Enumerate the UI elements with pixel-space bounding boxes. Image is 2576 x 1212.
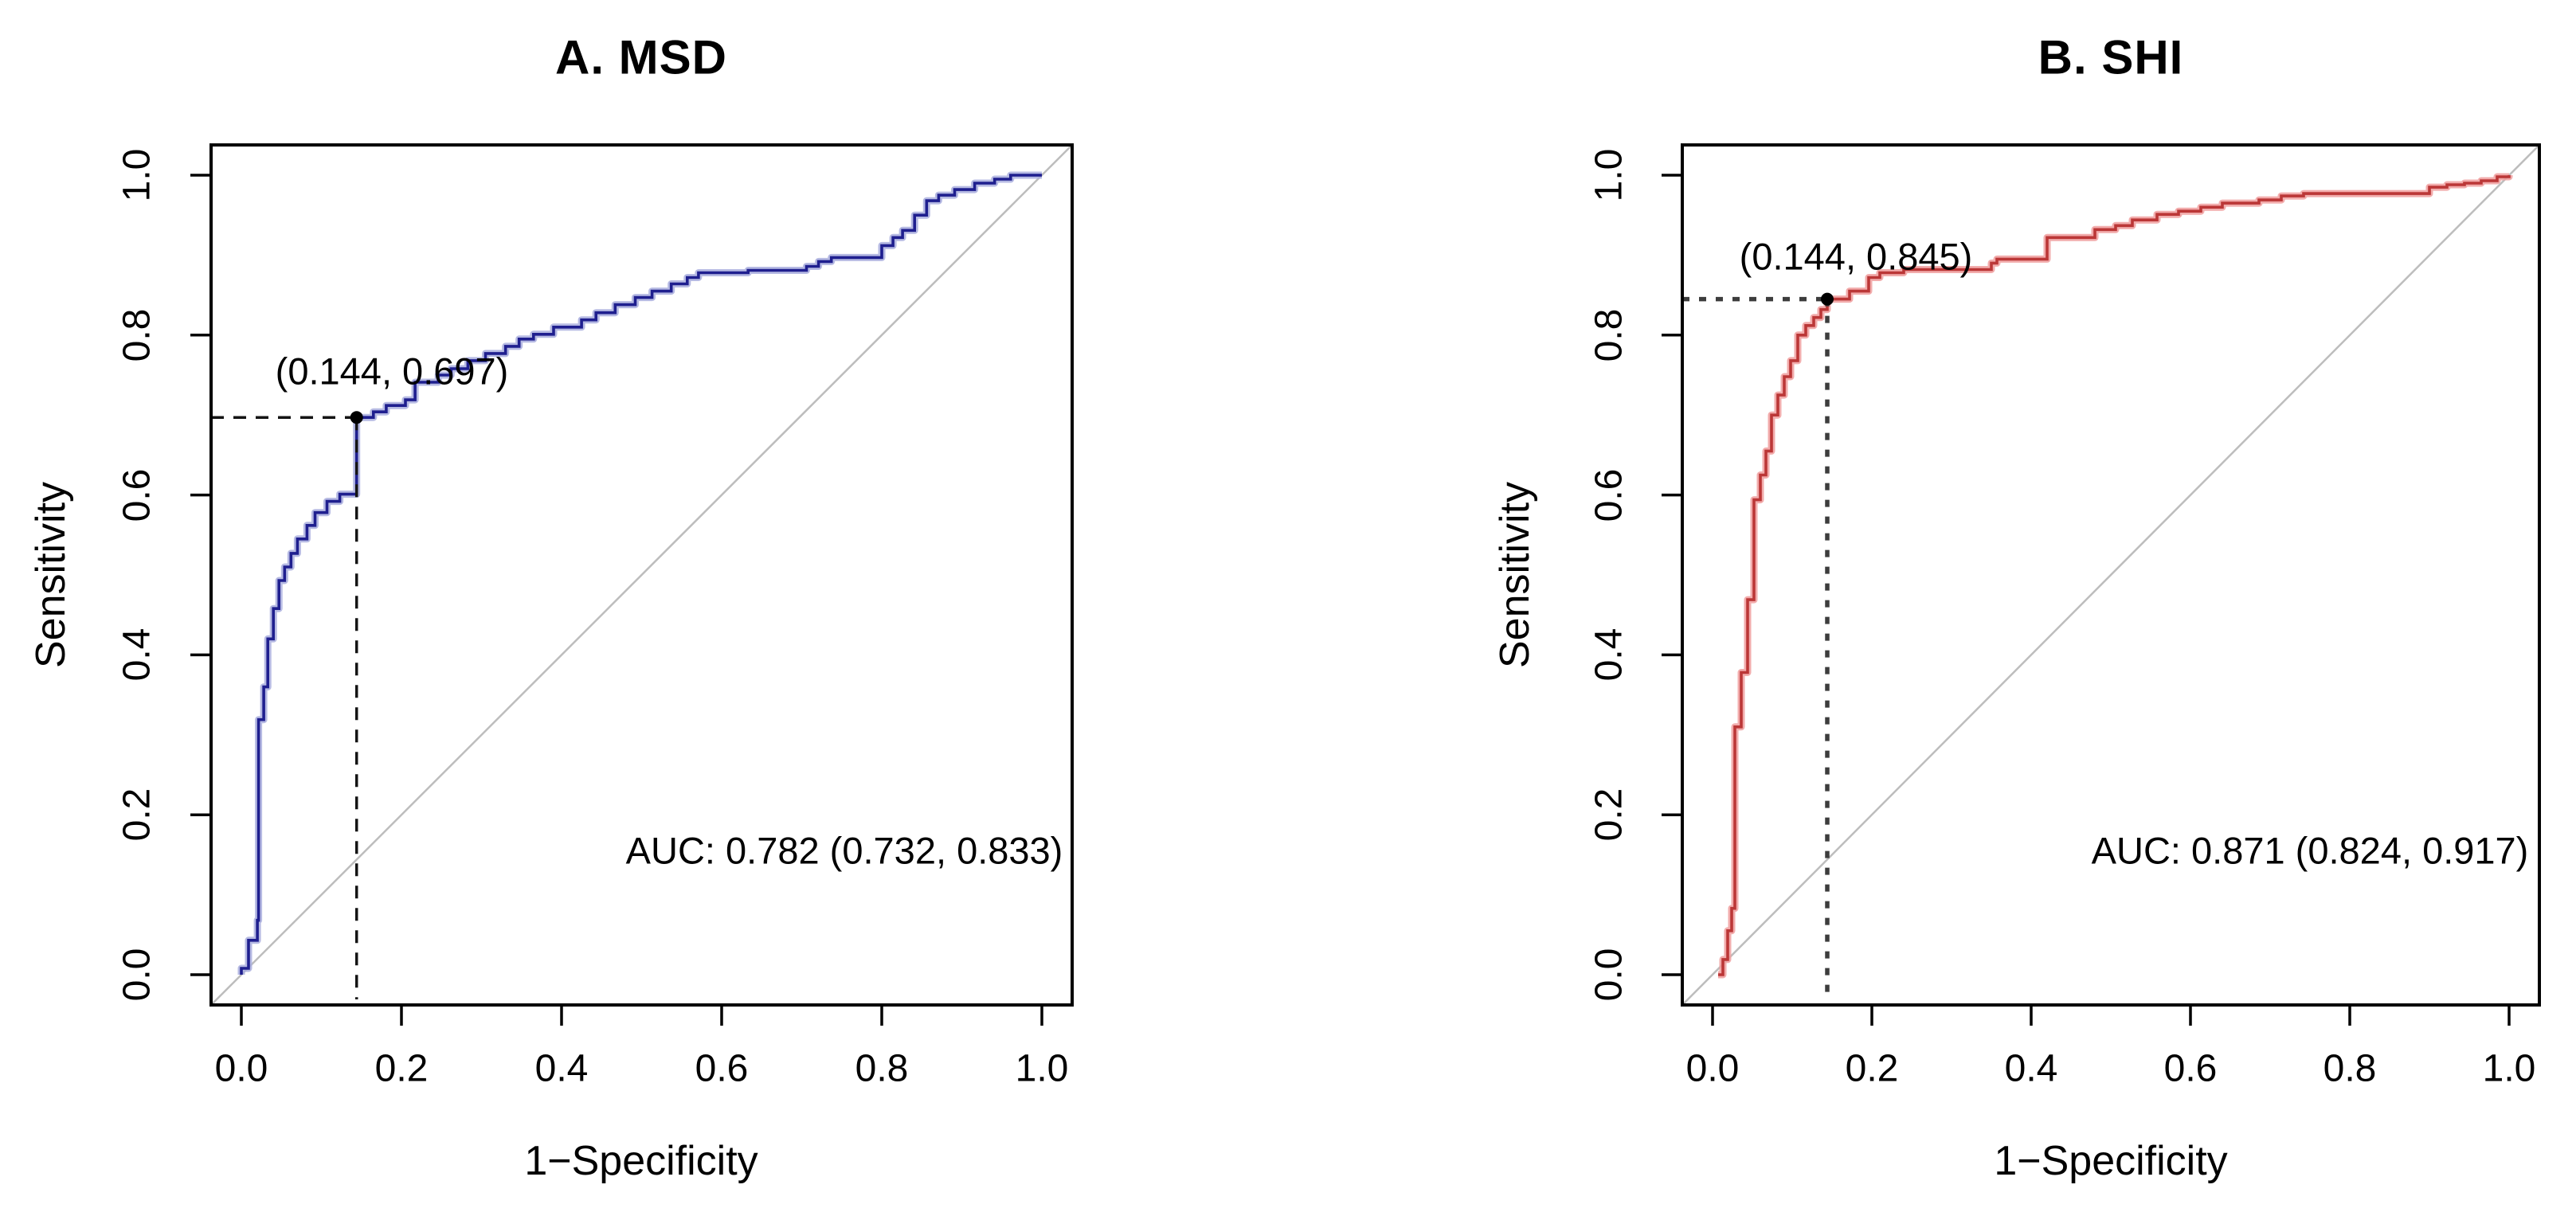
panel-b-y-tick-label: 0.6 [1587, 468, 1631, 522]
panel-a-y-tick-label: 0.4 [115, 628, 159, 682]
panel-b-x-tick-label: 0.2 [1845, 1047, 1899, 1090]
panel-a-threshold-annotation: (0.144, 0.697) [275, 350, 509, 393]
panel-b-y-tick-label: 0.4 [1587, 628, 1631, 682]
panel-b-y-tick-label: 1.0 [1587, 148, 1631, 202]
panel-b-x-tick-label: 0.0 [1685, 1047, 1740, 1090]
panel-a-y-tick-label: 0.6 [115, 468, 159, 522]
panel-b-x-tick-label: 1.0 [2482, 1047, 2536, 1090]
panel-a-threshold-marker [350, 411, 363, 424]
panel-b-plot-box [1681, 143, 2541, 1007]
panel-a-y-tick-label: 0.8 [115, 308, 159, 362]
panel-a-xaxis-title: 1−Specificity [524, 1138, 758, 1184]
panel-a-roc-curve [240, 174, 1042, 975]
panel-a-y-tick-label: 0.2 [115, 788, 159, 842]
panel-b-xaxis-title: 1−Specificity [1994, 1138, 2228, 1184]
panel-b-y-tick-label: 0.0 [1587, 948, 1631, 1002]
panel-a-x-tick-label: 0.4 [534, 1047, 589, 1090]
panel-a-y-tick-label: 1.0 [115, 148, 159, 202]
panel-a-x-tick-label: 0.0 [214, 1047, 268, 1090]
panel-b-roc-curve [1718, 175, 2511, 976]
panel-b-threshold-annotation: (0.144, 0.845) [1739, 235, 1973, 278]
panel-b-x-tick-label: 0.4 [2004, 1047, 2058, 1090]
panel-b-yaxis-title: Sensitivity [1492, 481, 1538, 669]
panel-a-title: A. MSD [555, 30, 727, 84]
panel-a-yaxis-title: Sensitivity [28, 481, 74, 669]
panel-b-title: B. SHI [2038, 30, 2184, 84]
panel-b-y-tick-label: 0.2 [1587, 788, 1631, 842]
panel-a-x-tick-label: 0.2 [374, 1047, 429, 1090]
panel-b-y-tick-label: 0.8 [1587, 308, 1631, 362]
panel-a-x-tick-label: 1.0 [1015, 1047, 1069, 1090]
panel-b-x-tick-label: 0.6 [2163, 1047, 2218, 1090]
panel-a-x-tick-label: 0.8 [855, 1047, 909, 1090]
panel-a-x-tick-label: 0.6 [695, 1047, 749, 1090]
panel-b-x-tick-label: 0.8 [2323, 1047, 2377, 1090]
panel-a-plot-box [209, 143, 1074, 1007]
panel-b-auc-label: AUC: 0.871 (0.824, 0.917) [2091, 829, 2529, 872]
panel-b-threshold-marker [1821, 292, 1834, 306]
panel-a-diagonal-line [210, 144, 1073, 1006]
panel-a-y-tick-label: 0.0 [115, 948, 159, 1002]
panel-b-diagonal-line [1681, 144, 2540, 1006]
panel-a-auc-label: AUC: 0.782 (0.732, 0.833) [625, 829, 1063, 872]
